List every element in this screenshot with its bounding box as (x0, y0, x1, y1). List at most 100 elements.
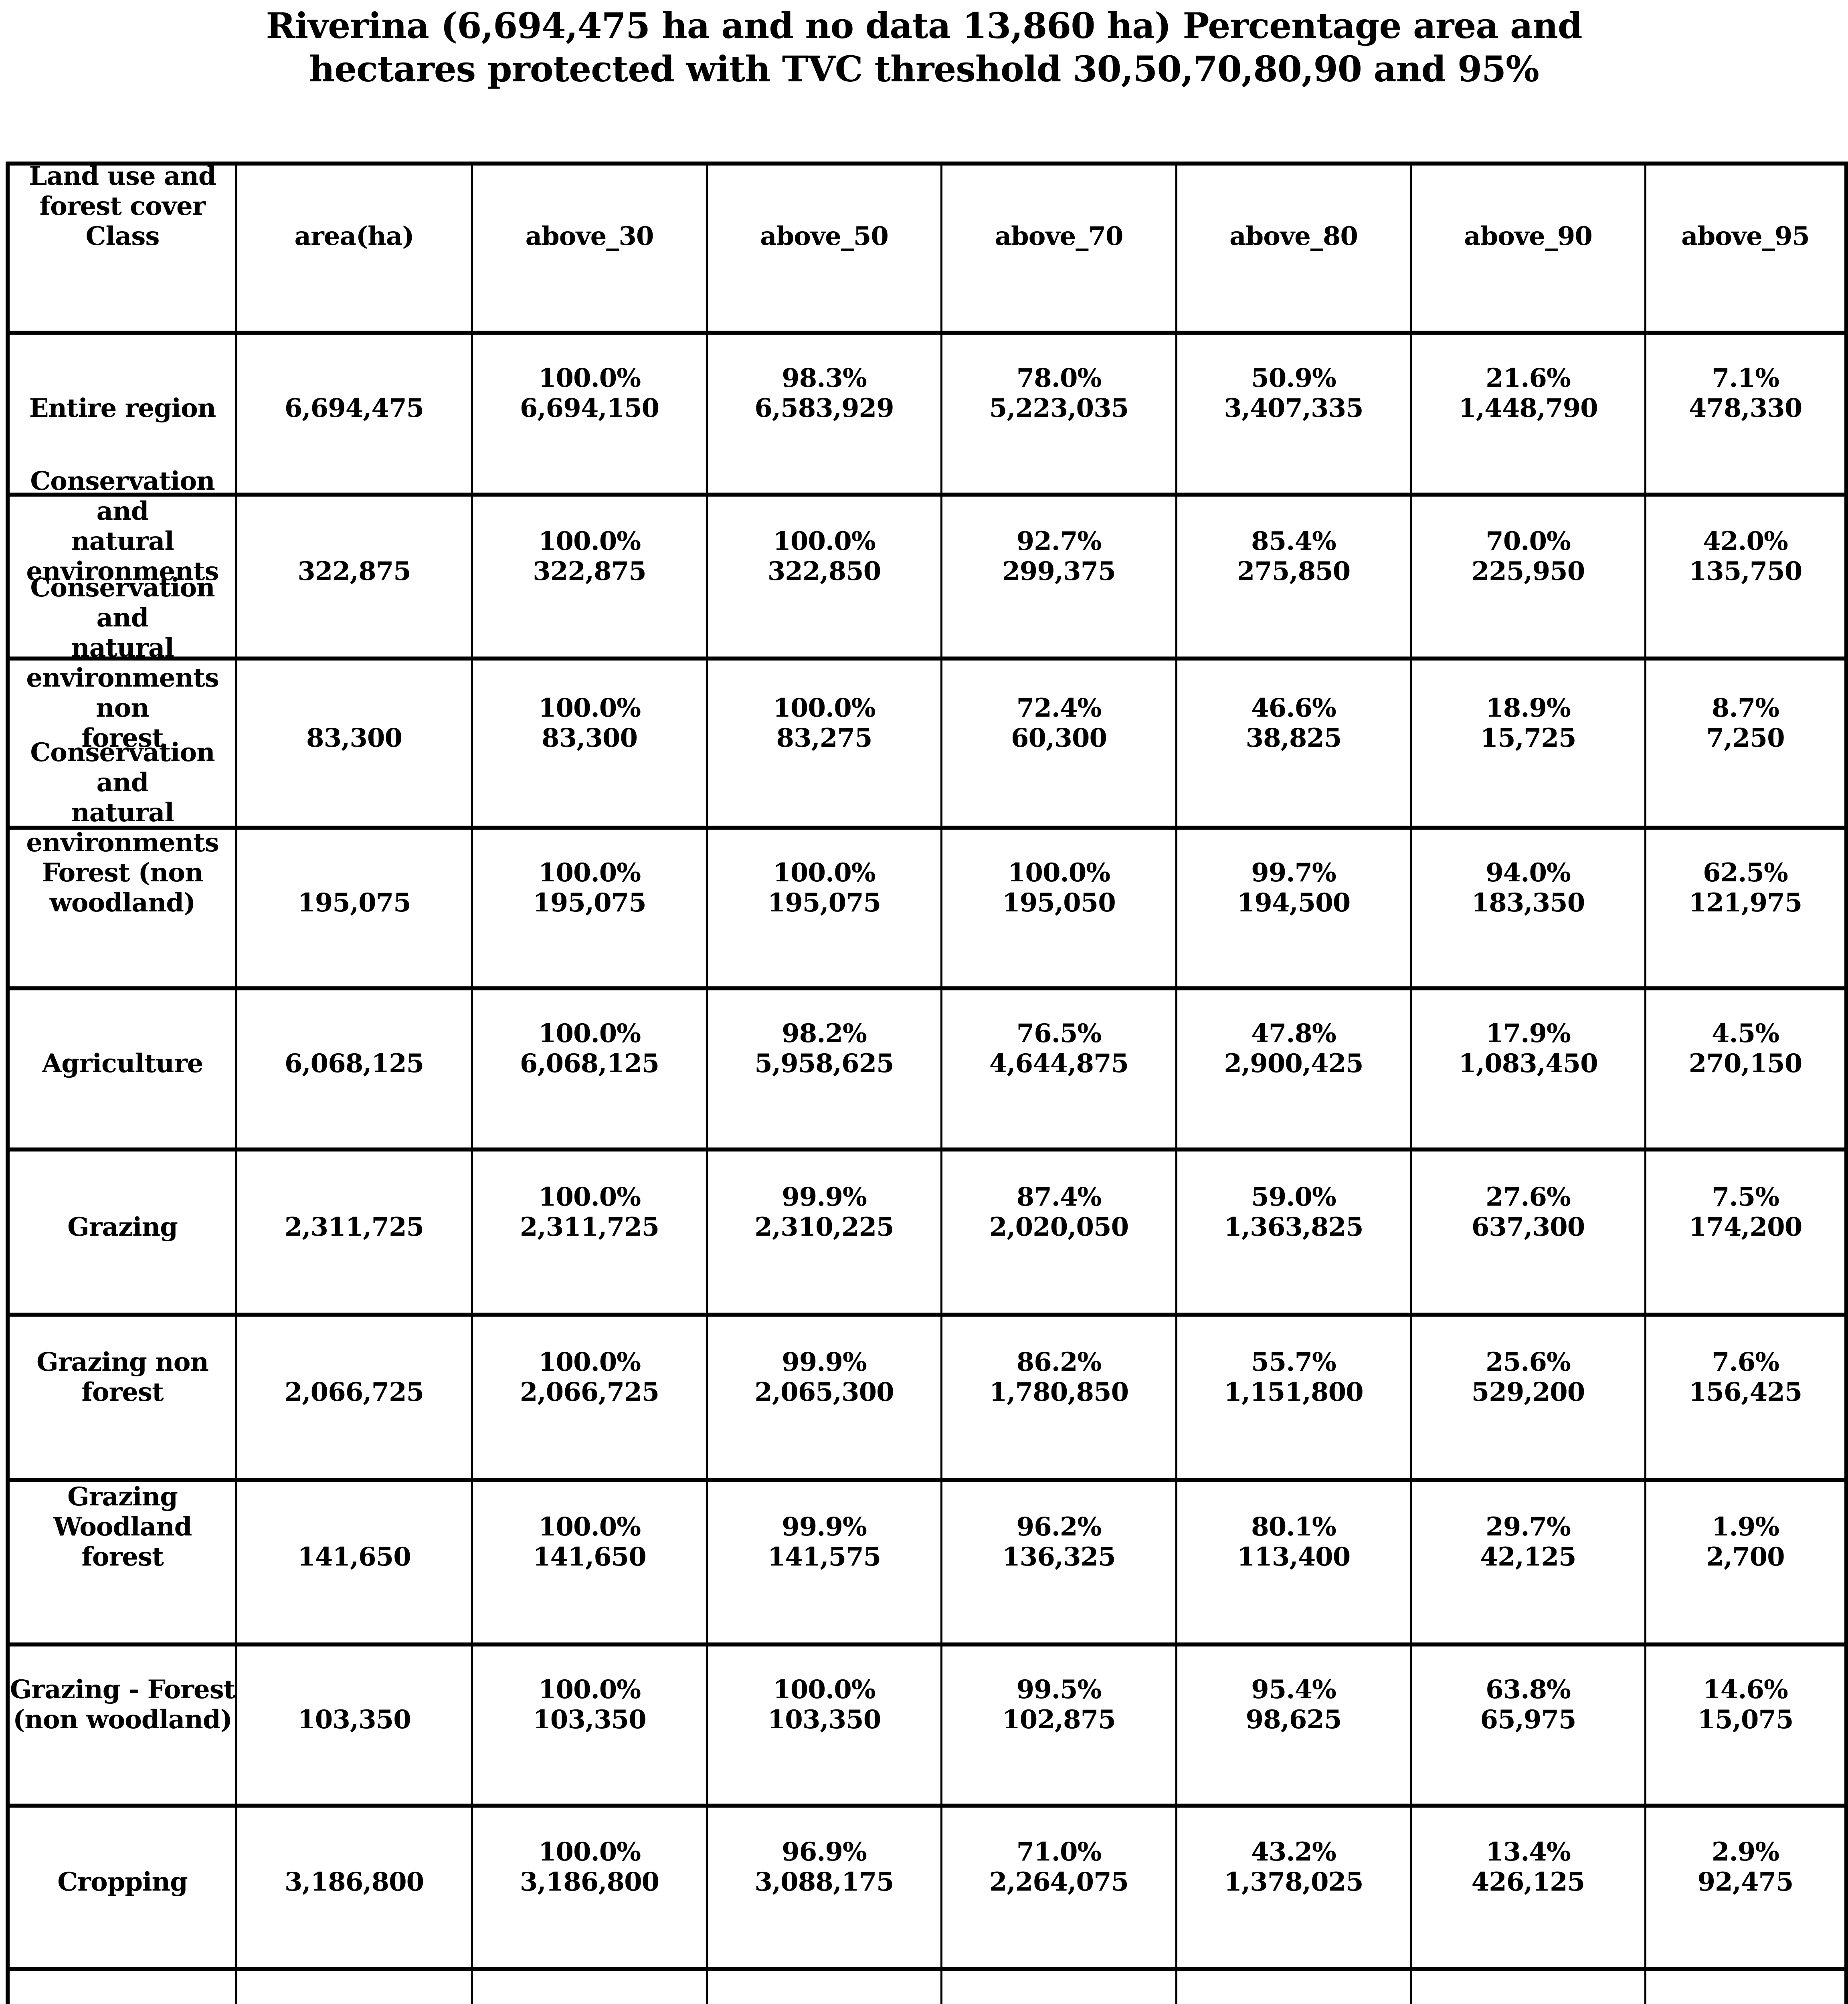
row-0-area-text: 6,694,475 (284, 393, 424, 424)
row-9-class-text: Cropping (57, 1867, 188, 1897)
row-6-class-text: Grazing non forest (36, 1347, 209, 1407)
row-3-cell-3-text: 99.7% 194,500 (1237, 857, 1351, 918)
row-9-cell-2: 71.0% 2,264,075 (942, 1806, 1177, 1969)
row-7-cell-0-text: 100.0% 141,650 (533, 1512, 646, 1572)
row-5-area-text: 2,311,725 (284, 1212, 424, 1242)
row-4-cell-3: 47.8% 2,900,425 (1177, 988, 1412, 1149)
row-0-cell-0: 100.0% 6,694,150 (473, 333, 708, 495)
row-9-cell-5-text: 2.9% 92,475 (1697, 1837, 1794, 1897)
row-10-cell-0-text: 100.0% 567,775 (473, 2000, 706, 2004)
col-header-0-text: Land use and forest cover Class (29, 161, 216, 252)
col-header-1: area(ha) (237, 164, 473, 333)
row-6-cell-3: 55.7% 1,151,800 (1177, 1315, 1412, 1480)
row-10-cell-4-text: 3.5% 20,000 (1412, 2000, 1644, 2004)
row-6-cell-4: 25.6% 529,200 (1412, 1315, 1646, 1480)
col-header-6: above_90 (1412, 164, 1646, 333)
row-2-cell-1-text: 100.0% 83,275 (773, 693, 875, 754)
row-8-cell-1: 100.0% 103,350 (708, 1644, 942, 1806)
row-7-area: 141,650 (237, 1480, 473, 1644)
row-4-area: 6,068,125 (237, 988, 473, 1149)
row-5-cell-0: 100.0% 2,311,725 (473, 1149, 708, 1315)
col-header-6-text: above_90 (1464, 221, 1593, 252)
row-4-class: Agriculture (10, 988, 237, 1149)
row-6-cell-3-text: 55.7% 1,151,800 (1224, 1347, 1363, 1407)
table-hborder-10 (6, 1804, 1848, 1808)
row-9-cell-4-text: 13.4% 426,125 (1471, 1837, 1585, 1897)
row-2-cell-2-text: 72.4% 60,300 (1011, 693, 1107, 754)
row-0-cell-2: 78.0% 5,223,035 (942, 333, 1177, 495)
row-1-cell-2: 92.7% 299,375 (942, 495, 1177, 659)
row-5-cell-4: 27.6% 637,300 (1412, 1149, 1646, 1315)
row-2-cell-3-text: 46.6% 38,825 (1245, 693, 1342, 754)
row-3-cell-1-text: 100.0% 195,075 (767, 857, 881, 918)
row-9-cell-1: 96.9% 3,088,175 (708, 1806, 942, 1969)
row-5-cell-4-text: 27.6% 637,300 (1471, 1182, 1585, 1242)
row-1-cell-4: 70.0% 225,950 (1412, 495, 1646, 659)
row-1-cell-5: 42.0% 135,750 (1646, 495, 1844, 659)
table-right-border (1844, 164, 1848, 2004)
row-3-cell-4: 94.0% 183,350 (1412, 828, 1646, 988)
row-3-class-text: Conservation and natural environments Fo… (26, 737, 219, 918)
row-10-cell-2: 63.4% 359,875 (942, 1969, 1177, 2004)
table-hborder-1 (6, 331, 1848, 335)
row-1-cell-4-text: 70.0% 225,950 (1471, 526, 1585, 587)
row-6-area: 2,066,725 (237, 1315, 473, 1480)
row-8-area: 103,350 (237, 1644, 473, 1806)
row-10-cell-1-text: 98.4% 558,450 (708, 2000, 940, 2004)
row-8-cell-0-text: 100.0% 103,350 (533, 1675, 646, 1735)
figure-title-line2: hectares protected with TVC threshold 30… (309, 48, 1539, 90)
row-3-cell-0: 100.0% 195,075 (473, 828, 708, 988)
row-3-cell-0-text: 100.0% 195,075 (533, 857, 646, 918)
row-5-cell-3: 59.0% 1,363,825 (1177, 1149, 1412, 1315)
row-1-class: Conservation and natural environments (10, 466, 237, 659)
row-7-cell-4: 29.7% 42,125 (1412, 1480, 1646, 1644)
row-4-cell-0-text: 100.0% 6,068,125 (520, 1018, 659, 1079)
row-5-cell-3-text: 59.0% 1,363,825 (1224, 1182, 1363, 1242)
row-4-cell-4: 17.9% 1,083,450 (1412, 988, 1646, 1149)
row-0-cell-5-text: 7.1% 478,330 (1688, 363, 1802, 424)
row-5-cell-5: 7.5% 174,200 (1646, 1149, 1844, 1315)
row-7-cell-2: 96.2% 136,325 (942, 1480, 1177, 1644)
data-table: Land use and forest cover Class area(ha) a… (6, 161, 1848, 2004)
row-0-cell-3-text: 50.9% 3,407,335 (1224, 363, 1363, 424)
row-7-class: Grazing Woodland forest (10, 1480, 237, 1644)
row-9-cell-0-text: 100.0% 3,186,800 (520, 1837, 659, 1897)
col-header-2: above_30 (473, 164, 708, 333)
table-hborder-6 (6, 1147, 1848, 1151)
row-8-cell-3-text: 95.4% 98,625 (1245, 1675, 1342, 1735)
figure-title-line1: Riverina (6,694,475 ha and no data 13,86… (266, 5, 1582, 46)
row-9-cell-3-text: 43.2% 1,378,025 (1224, 1837, 1363, 1897)
row-3-class: Conservation and natural environments Fo… (10, 737, 237, 988)
row-4-cell-5-text: 4.5% 270,150 (1688, 1018, 1802, 1079)
row-0-cell-0-text: 100.0% 6,694,150 (520, 363, 659, 424)
row-0-cell-5: 7.1% 478,330 (1646, 333, 1844, 495)
row-7-cell-4-text: 29.7% 42,125 (1480, 1512, 1577, 1572)
table-hborder-5 (6, 986, 1848, 990)
row-2-area-text: 83,300 (306, 723, 402, 754)
row-0-class-text: Entire region (29, 393, 216, 424)
row-4-cell-4-text: 17.9% 1,083,450 (1458, 1018, 1598, 1079)
row-10-cell-0: 100.0% 567,775 (473, 1969, 708, 2004)
row-8-cell-3: 95.4% 98,625 (1177, 1644, 1412, 1806)
row-7-cell-5-text: 1.9% 2,700 (1706, 1512, 1785, 1572)
row-8-cell-2: 99.5% 102,875 (942, 1644, 1177, 1806)
row-6-cell-2: 86.2% 1,780,850 (942, 1315, 1177, 1480)
row-8-cell-5: 14.6% 15,075 (1646, 1644, 1844, 1806)
row-4-cell-3-text: 47.8% 2,900,425 (1224, 1018, 1363, 1079)
row-5-class: Grazing (10, 1149, 237, 1315)
row-1-cell-1-text: 100.0% 322,850 (767, 526, 881, 587)
row-10-cell-3: 27.9% 158,325 (1177, 1969, 1412, 2004)
row-1-cell-3-text: 85.4% 275,850 (1237, 526, 1351, 587)
row-7-cell-0: 100.0% 141,650 (473, 1480, 708, 1644)
row-7-cell-3-text: 80.1% 113,400 (1237, 1512, 1351, 1572)
row-8-cell-2-text: 99.5% 102,875 (1002, 1675, 1116, 1735)
row-1-area-text: 322,875 (297, 556, 411, 587)
row-10-class: Irrigation (10, 1969, 237, 2004)
row-10-area: 567,775 (237, 1969, 473, 2004)
table-hborder-9 (6, 1642, 1848, 1646)
col-header-4-text: above_70 (995, 221, 1124, 252)
row-9-cell-5: 2.9% 92,475 (1646, 1806, 1844, 1969)
row-7-cell-1-text: 99.9% 141,575 (767, 1512, 881, 1572)
row-8-class-text: Grazing - Forest (non woodland) (10, 1675, 236, 1735)
col-header-0: Land use and forest cover Class (10, 161, 237, 333)
